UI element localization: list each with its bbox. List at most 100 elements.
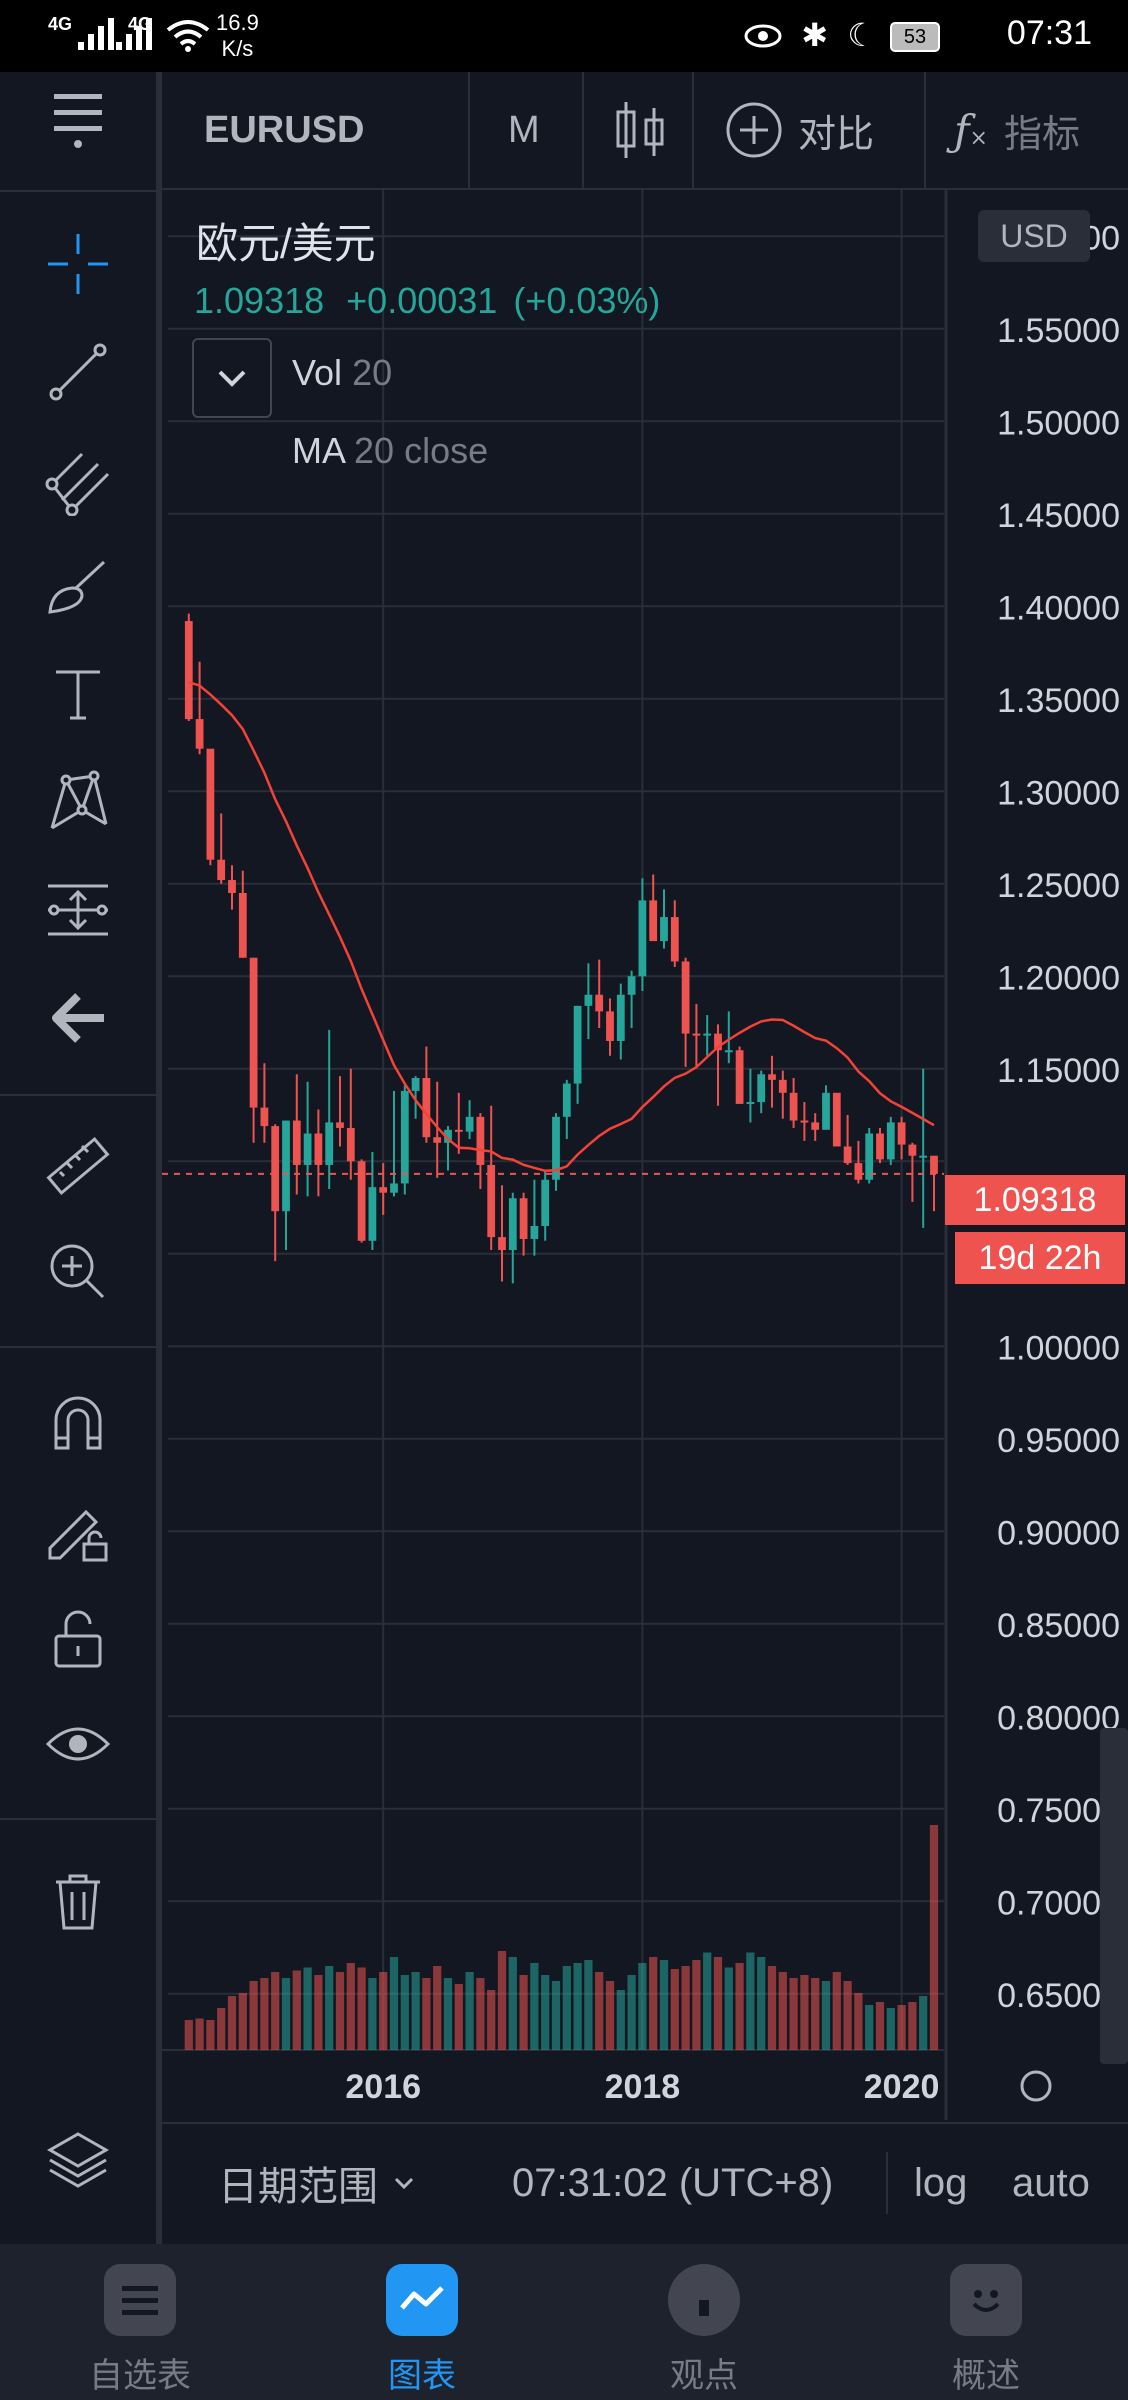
nav-watchlist[interactable]: 自选表 — [40, 2244, 240, 2400]
network-speed: 16.9 K/s — [216, 10, 259, 61]
candle-body — [573, 1005, 582, 1084]
compare-label: 对比 — [798, 113, 875, 156]
chart-toolbar: EURUSD M 对比 ƒ× 指标 — [162, 72, 1128, 190]
nav-ideas[interactable]: 观点 — [604, 2244, 804, 2400]
price-scale-handle[interactable] — [1100, 1728, 1128, 2064]
candle-body — [238, 893, 247, 958]
text-tool[interactable] — [38, 654, 118, 734]
candle-body — [541, 1179, 550, 1226]
last-price-label: 1.09318 — [945, 1175, 1125, 1225]
price-chart[interactable]: 1.600001.550001.500001.450001.400001.350… — [162, 190, 1128, 2120]
candle-body — [346, 1127, 355, 1162]
brush-tool[interactable] — [38, 546, 118, 626]
zoom-tool[interactable] — [38, 1232, 118, 1312]
candle-body — [714, 1033, 722, 1051]
ruler-tool[interactable] — [38, 1126, 118, 1206]
volume-bar — [865, 2005, 874, 2050]
candle-body — [195, 719, 204, 749]
volume-bar — [519, 1975, 528, 2050]
delete-tool[interactable] — [38, 1860, 118, 1940]
chart-icon — [386, 2264, 458, 2336]
candle-body — [930, 1155, 938, 1174]
menu-button[interactable] — [38, 74, 118, 154]
crosshair-tool[interactable] — [38, 224, 118, 304]
candle-body — [217, 859, 226, 881]
magnet-tool[interactable] — [38, 1384, 118, 1464]
chevron-down-icon — [218, 370, 246, 387]
back-button[interactable] — [38, 978, 118, 1058]
legend-ma[interactable]: MA 20 close — [292, 430, 489, 471]
separator — [0, 1818, 156, 1820]
pitchfork-tool[interactable] — [38, 440, 118, 520]
visibility-tool[interactable] — [38, 1704, 118, 1784]
candle-body — [919, 1155, 928, 1158]
nav-overview[interactable]: 概述 — [886, 2244, 1086, 2400]
log-scale-toggle[interactable]: log — [914, 2160, 968, 2205]
lock-drawings-tool[interactable] — [38, 1490, 118, 1570]
candle-body — [778, 1079, 787, 1093]
prediction-tool[interactable] — [38, 870, 118, 950]
auto-scale-toggle[interactable]: auto — [1012, 2160, 1090, 2205]
hamburger-icon — [54, 94, 102, 148]
candle-body — [454, 1129, 463, 1132]
measure-range-icon — [48, 884, 108, 936]
volume-bar — [508, 1957, 517, 2050]
chart-type-button[interactable] — [612, 72, 668, 188]
nav-chart[interactable]: 图表 — [322, 2244, 522, 2400]
text-icon — [56, 670, 100, 720]
candle-body — [249, 957, 258, 1108]
timezone-clock[interactable]: 07:31:02 (UTC+8) — [512, 2160, 834, 2205]
legend-volume[interactable]: Vol 20 — [292, 352, 393, 393]
candle-body — [433, 1137, 442, 1143]
candle-body — [865, 1133, 874, 1180]
price-tick-label: 1.20000 — [997, 959, 1120, 997]
candle-body — [832, 1092, 841, 1147]
candle-body — [908, 1144, 917, 1156]
candle-body — [271, 1126, 280, 1212]
last-price: 1.09318 — [194, 280, 325, 321]
ruler-icon — [46, 1136, 110, 1196]
candle-body — [724, 1050, 733, 1053]
volume-bar — [551, 1981, 561, 2050]
volume-bar — [271, 1972, 280, 2050]
candle-body — [487, 1164, 496, 1238]
compare-button[interactable]: 对比 — [724, 72, 874, 188]
smiley-icon — [950, 2264, 1022, 2336]
candle-body — [336, 1122, 344, 1128]
ma-line — [188, 681, 935, 1173]
function-icon: ƒ× — [954, 105, 988, 155]
candle-body — [206, 748, 215, 860]
candle-body — [260, 1107, 269, 1127]
layers-tool[interactable] — [38, 2120, 118, 2200]
candle-body — [314, 1133, 323, 1165]
candle-body — [357, 1161, 366, 1241]
indicators-button[interactable]: ƒ× 指标 — [954, 72, 1080, 188]
bar-countdown-label: 19d 22h — [955, 1232, 1125, 1284]
candle-body — [746, 1102, 755, 1105]
candle-body — [811, 1122, 820, 1130]
candle-body — [789, 1092, 798, 1121]
volume-bar — [346, 1963, 355, 2050]
symbol-selector[interactable]: EURUSD — [204, 108, 365, 151]
price-tick-label: 0.95000 — [997, 1422, 1120, 1460]
trend-line-tool[interactable] — [38, 332, 118, 412]
pattern-tool[interactable] — [38, 762, 118, 842]
currency-badge[interactable]: USD — [978, 210, 1090, 262]
date-range-label: 日期范围 — [218, 2165, 378, 2209]
interval-selector[interactable]: M — [508, 108, 540, 151]
candle-body — [476, 1116, 485, 1165]
volume-bar — [832, 1972, 841, 2050]
gear-icon — [1020, 2070, 1052, 2102]
wifi-icon — [166, 20, 210, 52]
candle-body — [681, 961, 690, 1034]
lock-tool[interactable] — [38, 1598, 118, 1678]
price-tick-label: 0.80000 — [997, 1699, 1120, 1737]
volume-bar — [595, 1972, 604, 2050]
volume-bar — [454, 1984, 463, 2050]
legend-collapse-button[interactable] — [192, 338, 272, 418]
volume-bar — [735, 1963, 744, 2050]
battery-indicator: 53 — [890, 22, 940, 52]
candle-body — [876, 1133, 884, 1160]
date-range-button[interactable]: 日期范围 — [218, 2124, 416, 2242]
price-tick-label: 1.00000 — [997, 1329, 1120, 1367]
